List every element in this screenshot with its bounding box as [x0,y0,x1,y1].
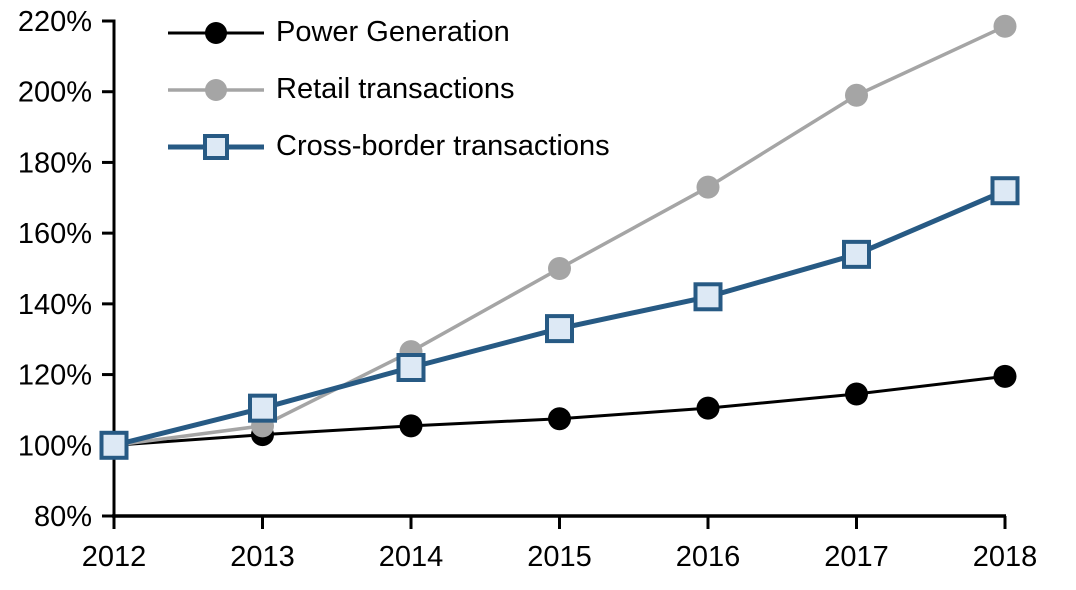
legend-label-cross-border-transactions: Cross-border transactions [276,130,610,162]
x-tick-label: 2014 [379,541,444,573]
data-point-marker [842,239,871,269]
legend-item-retail-transactions: Retail transactions [168,61,610,118]
legend-label-power-generation: Power Generation [276,16,510,48]
y-tick-label: 120% [18,360,92,392]
x-tick-label: 2012 [82,541,147,573]
x-tick-label: 2017 [824,541,889,573]
legend-marker [205,21,227,44]
legend-marker [203,133,229,160]
cross-border-transactions-line-marker-icon [168,133,264,160]
y-tick-label: 100% [18,430,92,462]
data-point-marker [845,83,868,107]
data-point-marker [696,175,720,199]
x-tick-label: 2018 [973,541,1038,573]
data-point-marker [99,430,129,460]
data-point-marker [545,314,574,344]
y-tick-label: 200% [18,77,92,109]
data-point-marker [548,407,571,431]
power-generation-line-marker-icon [168,21,264,44]
data-point-marker [845,382,868,406]
data-point-marker [396,353,426,382]
x-tick-label: 2013 [230,541,295,573]
data-point-marker [693,282,723,312]
data-point-marker [548,257,571,280]
x-tick-label: 2016 [676,541,741,573]
legend-item-cross-border-transactions: Cross-border transactions [168,118,610,175]
data-point-marker [399,414,423,438]
y-tick-label: 160% [18,218,92,250]
y-tick-label: 220% [18,6,92,38]
chart-legend: Power Generation Retail transactions Cro… [168,4,610,175]
legend-label-retail-transactions: Retail transactions [276,73,515,105]
y-tick-label: 180% [18,147,92,179]
legend-marker [205,78,227,101]
y-tick-label: 80% [34,501,92,533]
x-tick-label: 2015 [527,541,592,573]
series-cross-border-transactions [99,176,1020,460]
retail-transactions-line-marker-icon [168,78,264,101]
data-point-marker [248,393,277,423]
data-point-marker [993,364,1017,388]
y-tick-label: 140% [18,289,92,321]
series-power-generation [102,364,1017,457]
data-point-marker [696,396,720,420]
legend-item-power-generation: Power Generation [168,4,610,61]
data-point-marker [990,176,1020,206]
data-point-marker [993,14,1017,38]
